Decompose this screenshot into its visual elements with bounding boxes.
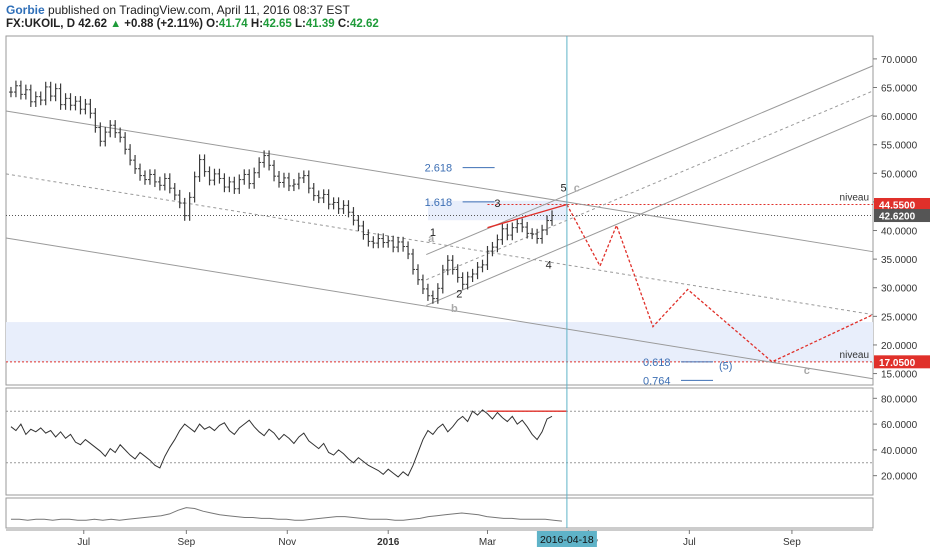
target-zone-1 xyxy=(6,322,873,362)
publish-info: Gorbie published on TradingView.com, Apr… xyxy=(6,3,350,17)
wave-label-5: 2 xyxy=(456,288,462,300)
symbol-legend: FX:UKOIL, D 42.62 ▲ +0.88 (+2.11%) O:41.… xyxy=(6,18,379,30)
last-price: 42.62 xyxy=(78,18,107,30)
price-tick-label-3: 55.0000 xyxy=(881,141,918,152)
time-tick-label-1: Sep xyxy=(177,537,195,548)
rsi-tick-label-1: 60.0000 xyxy=(881,420,918,431)
open-value: 41.74 xyxy=(218,18,248,30)
pitchfork-channel-lines xyxy=(5,65,874,380)
low-label: L: xyxy=(295,18,306,30)
rsi-axis[interactable]: 80.0000 60.0000 40.0000 20.0000 xyxy=(873,394,918,483)
time-tick-label-0: Jul xyxy=(77,537,90,548)
price-change: +0.88 (+2.11%) xyxy=(124,18,203,30)
price-flag-0 xyxy=(874,197,930,211)
rsi-line xyxy=(10,409,553,478)
channel-line-2 xyxy=(5,237,874,380)
wave-label-4: 1 xyxy=(430,227,436,239)
channel-line-0 xyxy=(5,110,874,253)
price-tick-label-0: 70.0000 xyxy=(881,55,918,66)
oscillator-pane-frame xyxy=(5,497,874,529)
rsi-tick-label-3: 20.0000 xyxy=(881,472,918,483)
wave-label-0: a xyxy=(428,233,435,245)
rsi-pane-frame xyxy=(5,387,874,496)
fib-label-3: 0.764 xyxy=(643,375,671,387)
crosshair-date-label: 2016-04-18 xyxy=(540,534,594,546)
wave-label-6: 3 xyxy=(494,198,500,210)
symbol-name[interactable]: FX:UKOIL, D xyxy=(6,18,75,30)
niveau-label-1: niveau xyxy=(840,350,869,361)
oscillator-line xyxy=(10,507,562,522)
close-value: 42.62 xyxy=(350,18,379,30)
fib-label-0: 2.618 xyxy=(425,163,453,175)
price-tick-label-10: 20.0000 xyxy=(881,341,918,352)
time-tick-label-3: 2016 xyxy=(377,537,400,548)
price-tick-label-6: 40.0000 xyxy=(881,227,918,238)
oscillator-indicator xyxy=(10,507,562,522)
price-tick-label-9: 25.0000 xyxy=(881,312,918,323)
channel-line-4 xyxy=(426,90,874,281)
price-axis[interactable]: 70.000065.000060.000055.000050.000045.00… xyxy=(873,55,930,381)
wave-labels: a b c c 1 2 3 4 5 (5) xyxy=(428,183,810,378)
rsi-tick-label-0: 80.0000 xyxy=(881,394,918,405)
price-tick-label-4: 50.0000 xyxy=(881,169,918,180)
time-tick-label-4: Mar xyxy=(479,537,497,548)
author-name[interactable]: Gorbie xyxy=(6,3,45,17)
price-tick-label-2: 60.0000 xyxy=(881,112,918,123)
close-label: C: xyxy=(337,18,351,30)
price-reference-lines: niveau niveau xyxy=(6,192,873,363)
wave-label-9: (5) xyxy=(719,361,732,373)
open-label: O: xyxy=(206,18,219,30)
price-flag-label-0: 44.5500 xyxy=(879,200,916,211)
high-value: 42.65 xyxy=(263,18,292,30)
wave-label-8: 5 xyxy=(561,183,567,195)
up-triangle-icon: ▲ xyxy=(110,18,122,30)
price-tick-label-7: 35.0000 xyxy=(881,255,918,266)
projection-zigzag xyxy=(566,204,874,363)
price-flag-2 xyxy=(874,355,930,369)
main-pane-frame xyxy=(5,35,874,386)
crosshair-date-flag xyxy=(536,531,597,547)
time-axis[interactable]: JulSepNov2016MarMayJulSep2016-04-18 xyxy=(6,529,873,548)
time-tick-label-7: Sep xyxy=(783,537,801,548)
rsi-tick-label-2: 40.0000 xyxy=(881,446,918,457)
high-label: H: xyxy=(250,18,264,30)
projection-path xyxy=(487,203,874,363)
fib-levels: 2.618 1.618 0.618 0.764 xyxy=(425,163,714,387)
niveau-label-0: niveau xyxy=(840,192,869,203)
fib-label-2: 0.618 xyxy=(643,357,671,369)
low-value: 41.39 xyxy=(305,18,335,30)
price-tick-label-11: 15.0000 xyxy=(881,370,918,381)
price-flag-label-1: 42.6200 xyxy=(879,212,916,223)
wave-label-7: 4 xyxy=(546,259,552,271)
price-flag-label-2: 17.0500 xyxy=(879,358,916,369)
rsi-indicator xyxy=(6,409,873,478)
wave-label-1: b xyxy=(451,303,458,315)
price-bars xyxy=(8,80,555,304)
channel-line-1 xyxy=(5,173,874,316)
channel-line-5 xyxy=(426,114,874,306)
wave-3-5-line xyxy=(487,203,568,229)
wave-label-3: c xyxy=(804,365,810,377)
published-text: published on TradingView.com, April 11, … xyxy=(48,3,350,17)
wave-label-2: c xyxy=(574,183,580,195)
price-tick-label-8: 30.0000 xyxy=(881,284,918,295)
time-tick-label-6: Jul xyxy=(683,537,696,548)
fib-label-1: 1.618 xyxy=(425,197,453,209)
time-tick-label-2: Nov xyxy=(278,537,296,548)
price-tick-label-1: 65.0000 xyxy=(881,83,918,94)
price-flag-1 xyxy=(874,209,930,223)
